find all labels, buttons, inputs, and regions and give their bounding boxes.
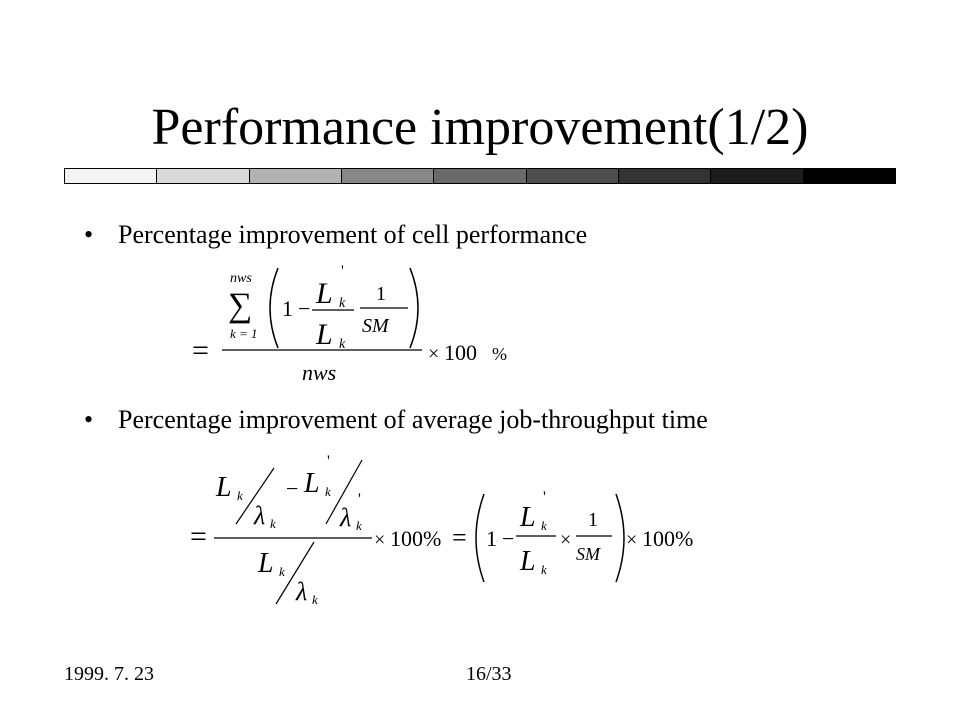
formula2-L4: L [519, 502, 536, 533]
formula2-lambda2-sub: k [356, 518, 362, 533]
formula2-lambda3: λ [295, 577, 307, 606]
formula1-L-prime-mark: ' [341, 263, 344, 280]
formula2-hundred-percent-2: 100% [642, 526, 693, 551]
formula1-SM: SM [362, 315, 390, 337]
formula2-hundred-percent-1: 100% [390, 526, 441, 551]
bullet-marker: • [84, 405, 94, 434]
formula1-left-paren [269, 267, 279, 349]
formula2-lambda3-sub: k [312, 592, 318, 607]
formula2-L1: L [215, 472, 232, 503]
formula2-slash-3 [275, 541, 315, 605]
formula1-L-prime-sub: k [339, 296, 346, 311]
formula1-L-prime: L [315, 277, 333, 310]
formula2-L1-sub: k [237, 488, 243, 503]
formula2-right-paren [615, 493, 625, 583]
gradient-bar-segment [618, 169, 712, 183]
formula2-L3: L [257, 548, 274, 579]
formula2-lambda1-sub: k [270, 516, 276, 531]
bullet-job-throughput: • Percentage improvement of average job-t… [84, 404, 708, 436]
gradient-bar-segment [249, 169, 342, 183]
formula1-right-paren [409, 267, 419, 349]
bullet-cell-performance: • Percentage improvement of cell performa… [84, 219, 587, 251]
formula2-equals-2: = [452, 523, 467, 552]
bullet-text: Percentage improvement of average job-th… [118, 405, 708, 434]
formula2-lambda2-prime: ' [358, 491, 361, 508]
gradient-bar-segment [711, 169, 804, 183]
formula1-minus: − [298, 296, 310, 321]
formula2-times-1: × [374, 529, 385, 551]
formula1-hundred: 100 [444, 340, 477, 365]
formula1-L-sub: k [339, 337, 346, 352]
formula1-one: 1 [282, 296, 293, 321]
formula2-minus: − [286, 476, 298, 501]
formula2-slash-2 [325, 459, 363, 525]
formula1-equals: = [192, 334, 209, 367]
formula1-sum-symbol: ∑ [228, 287, 252, 324]
gradient-bar-segment [157, 169, 250, 183]
formula2-L4-prime: ' [543, 489, 546, 506]
gradient-divider-bar [64, 168, 896, 184]
formula2-SM: SM [576, 544, 601, 564]
formula2-lambda1: λ [253, 501, 265, 530]
formula2-one: 1 [486, 526, 497, 551]
gradient-bar-segment [65, 169, 158, 183]
formula2-L3-sub: k [279, 564, 285, 579]
formula1-sum-lower: k = 1 [230, 326, 258, 341]
formula2-equals: = [190, 520, 207, 553]
formula2-L2-prime: ' [327, 453, 330, 470]
formula1-times: × [428, 343, 439, 365]
formula2-L2: L [303, 468, 320, 499]
formula2-slash-1 [235, 467, 275, 525]
formula2-SM-numerator: 1 [588, 509, 598, 531]
bullet-marker: • [84, 220, 94, 249]
gradient-bar-segment [526, 169, 619, 183]
formula2-left-paren [475, 493, 485, 583]
formula2-minus-2: − [502, 526, 514, 551]
formula-cell-performance: = nws ∑ k = 1 1 − L k ' L k 1 SM nws × 1… [192, 263, 507, 385]
formula1-sum-upper: nws [230, 271, 252, 286]
formula2-L2-sub: k [325, 484, 331, 499]
formula1-denominator: nws [302, 360, 336, 385]
formula1-percent: % [492, 344, 507, 364]
formula1-L: L [315, 318, 333, 351]
footer-page-number: 16/33 [466, 663, 512, 685]
formula2-times-2: × [560, 529, 571, 551]
formula2-lambda2: λ [339, 503, 351, 532]
gradient-bar-segment [434, 169, 527, 183]
bullet-text: Percentage improvement of cell performan… [118, 220, 588, 249]
footer-date: 1999. 7. 23 [64, 663, 154, 685]
gradient-bar-segment [803, 169, 895, 183]
formula2-L5: L [519, 546, 536, 577]
formula2-L5-sub: k [541, 562, 547, 577]
slide-title: Performance improvement(1/2) [151, 99, 809, 156]
formula2-L4-sub: k [541, 518, 547, 533]
formula1-SM-numerator: 1 [376, 283, 386, 305]
formula-job-throughput: = L k λ k − L k ' λ k ' L k λ k × 100% =… [190, 453, 693, 607]
gradient-bar-segment [341, 169, 435, 183]
formula2-times-3: × [626, 529, 637, 551]
